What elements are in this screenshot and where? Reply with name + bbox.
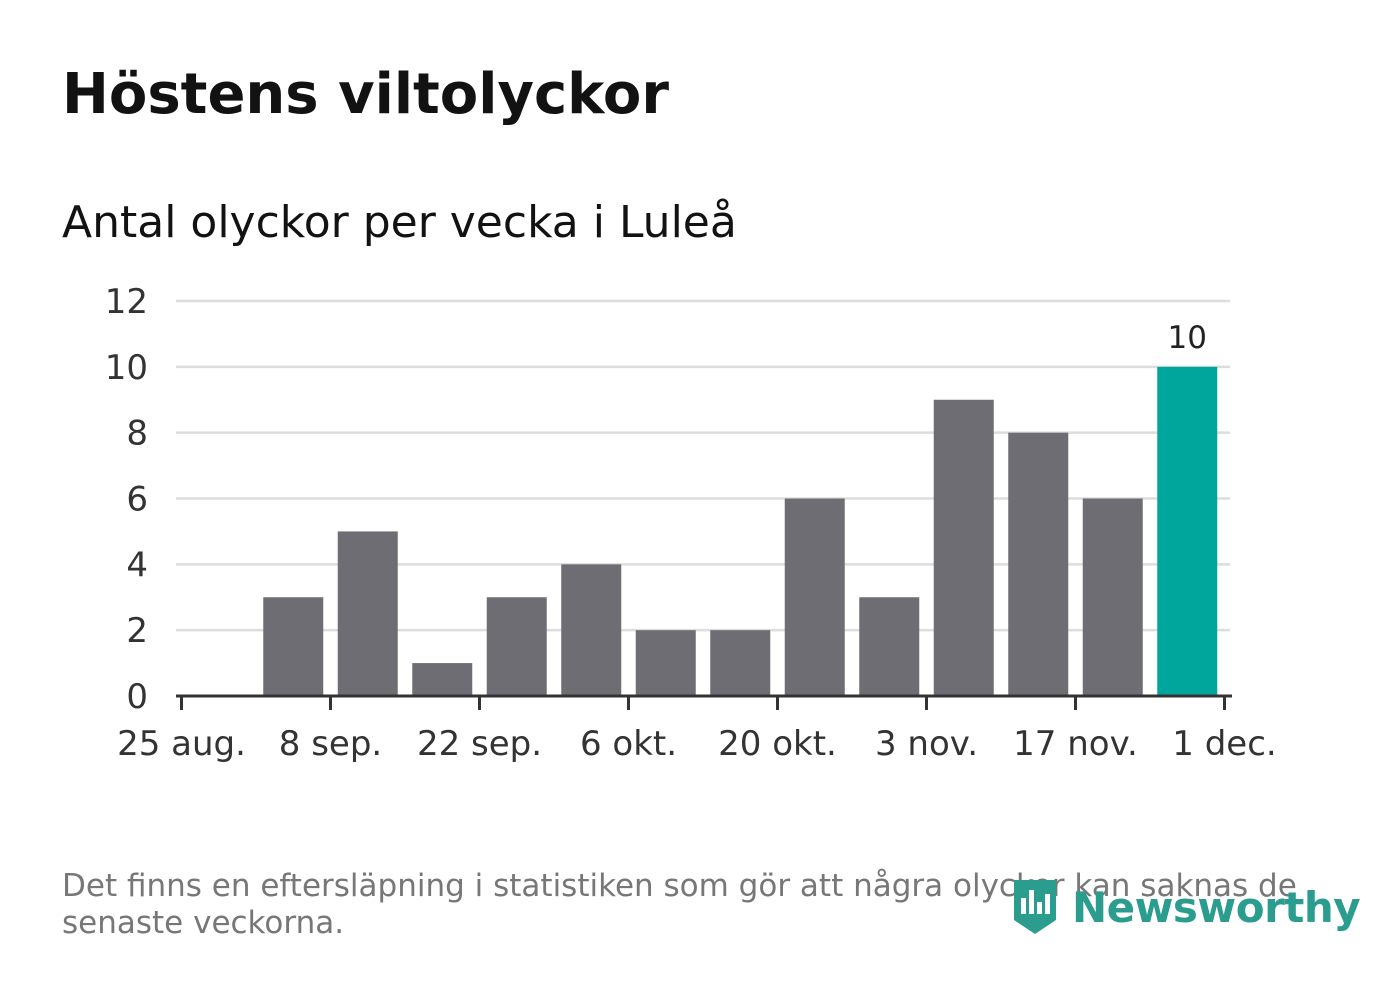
y-tick-label: 10 [105, 348, 148, 388]
bar [561, 564, 622, 696]
newsworthy-logo-icon [1014, 880, 1056, 934]
y-tick-label: 6 [126, 480, 148, 520]
bar [710, 630, 771, 696]
y-tick-label: 0 [126, 677, 148, 717]
bar [1008, 432, 1069, 696]
x-tick-label: 17 nov. [1013, 724, 1138, 764]
bar-highlight [1157, 366, 1218, 696]
bars [263, 366, 1218, 696]
bar [635, 630, 696, 696]
data-labels: 10 [1168, 320, 1207, 356]
x-tick-label: 1 dec. [1172, 724, 1276, 764]
bar-value-label: 10 [1168, 320, 1207, 356]
x-axis-labels: 25 aug. 8 sep. 22 sep. 6 okt. 20 okt. 3 nov. 1… [117, 724, 1277, 764]
footnote: Det finns en eftersläpning i statistiken… [62, 868, 1297, 941]
y-tick-label: 2 [126, 611, 148, 651]
y-tick-label: 4 [126, 545, 148, 585]
bar [933, 399, 994, 696]
y-tick-label: 8 [126, 414, 148, 454]
y-tick-label: 12 [105, 282, 148, 322]
bar [1082, 498, 1143, 696]
chart-title: Höstens viltolyckor [62, 62, 669, 127]
bar [859, 597, 920, 696]
bar-chart: 0 2 4 6 8 10 12 25 aug. 8 sep. 22 sep. 6 okt. 20 o… [105, 282, 1277, 764]
x-tick-label: 25 aug. [117, 724, 246, 764]
brand-name: Newsworthy [1072, 882, 1361, 932]
x-axis [176, 694, 1232, 710]
x-tick-label: 3 nov. [875, 724, 978, 764]
x-tick-label: 22 sep. [417, 724, 542, 764]
bar [263, 597, 324, 696]
x-tick-label: 20 okt. [718, 724, 837, 764]
chart-subtitle: Antal olyckor per vecka i Luleå [62, 197, 737, 248]
bar [486, 597, 547, 696]
bar [784, 498, 845, 696]
bar [337, 531, 398, 696]
x-tick-label: 8 sep. [279, 724, 382, 764]
brand-logo: Newsworthy [1010, 876, 1361, 938]
y-axis-labels: 0 2 4 6 8 10 12 [105, 282, 148, 717]
bar [412, 663, 473, 696]
gridlines [176, 299, 1230, 632]
x-tick-label: 6 okt. [580, 724, 677, 764]
